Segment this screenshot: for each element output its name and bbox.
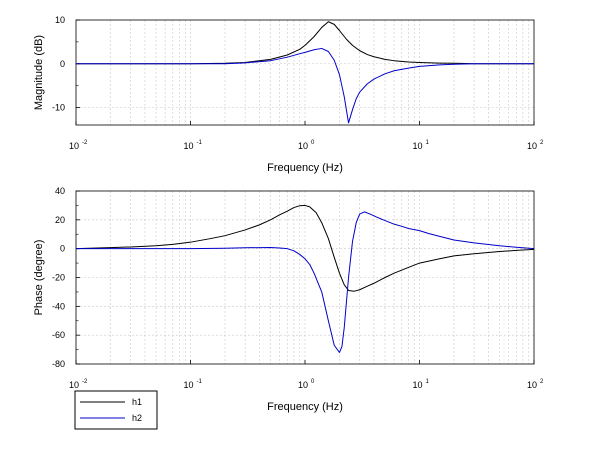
y-tick-label: 40 [55,186,65,196]
legend: h1 h2 [74,390,158,430]
phase-grid [76,191,534,364]
x-tick-exponent: -2 [82,379,88,385]
legend-label-h1: h1 [132,397,142,407]
x-tick-exponent: 0 [311,379,315,385]
y-tick-label: -40 [52,301,65,311]
x-tick-exponent: 0 [311,140,315,146]
x-tick-exponent: -1 [197,140,203,146]
y-tick-label: 0 [60,59,65,69]
y-tick-label: 10 [55,15,65,25]
x-tick-label: 10 [527,380,537,390]
x-tick-label: 10 [298,380,308,390]
x-tick-exponent: 2 [540,379,544,385]
legend-label-h2: h2 [132,413,142,423]
y-tick-label: 0 [60,244,65,254]
x-tick-label: 10 [183,380,193,390]
x-tick-label: 10 [183,141,193,151]
x-tick-label: 10 [412,380,422,390]
x-tick-exponent: -2 [82,140,88,146]
phase-series-h2 [76,211,534,353]
y-tick-label: -60 [52,330,65,340]
y-tick-label: -20 [52,273,65,283]
phase-x-axis-title: Frequency (Hz) [267,401,343,413]
x-tick-exponent: -1 [197,379,203,385]
x-tick-label: 10 [527,141,537,151]
magnitude-grid [76,20,534,125]
phase-y-axis-title: Phase (degree) [33,240,45,316]
y-tick-label: -80 [52,359,65,369]
x-tick-label: 10 [69,141,79,151]
magnitude-x-axis-title: Frequency (Hz) [267,162,343,174]
x-tick-exponent: 1 [426,379,430,385]
magnitude-series-h2 [76,47,534,124]
phase-plot: 10 -2 10 -1 10 0 10 1 10 240200-20-40-60-80Freque… [33,186,544,413]
y-tick-label: 20 [55,215,65,225]
magnitude-y-axis-title: Magnitude (dB) [33,35,45,110]
x-tick-exponent: 2 [540,140,544,146]
y-tick-label: -10 [52,103,65,113]
x-tick-label: 10 [69,380,79,390]
phase-series-h1 [76,204,534,292]
x-tick-exponent: 1 [426,140,430,146]
legend-box [74,390,158,430]
magnitude-series-h1 [76,21,534,65]
x-tick-label: 10 [298,141,308,151]
x-tick-label: 10 [412,141,422,151]
